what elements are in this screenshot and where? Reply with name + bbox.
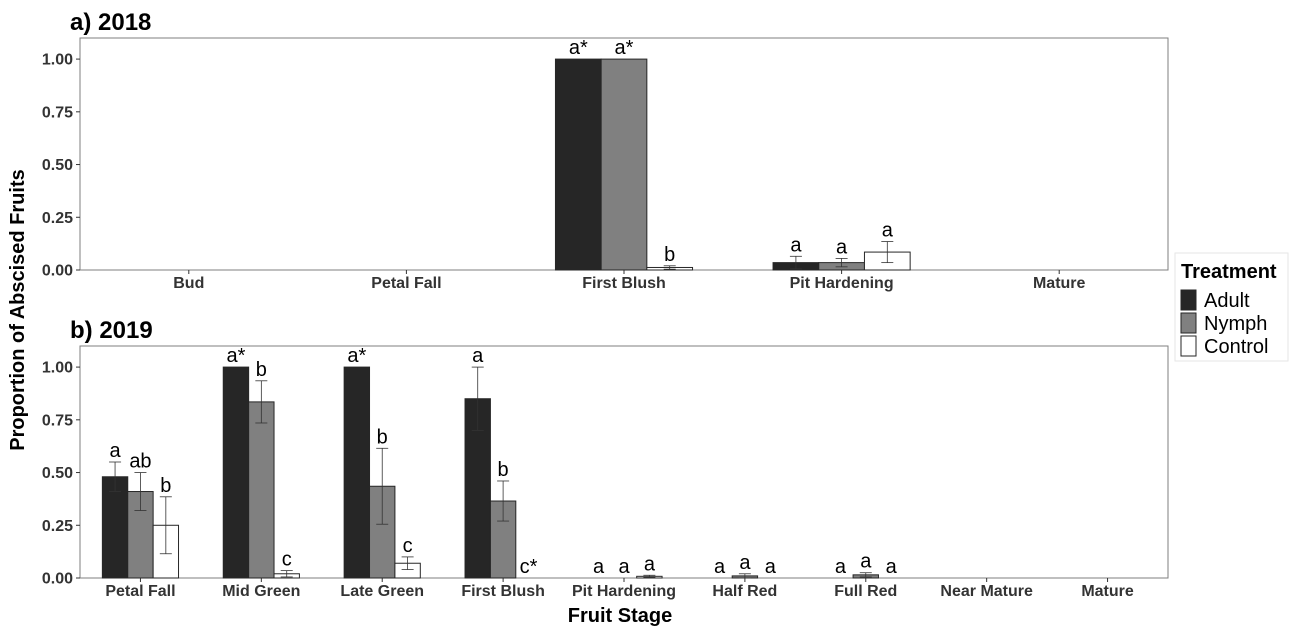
legend-swatch-adult bbox=[1180, 289, 1197, 311]
x-tick-label-b: Late Green bbox=[340, 583, 424, 600]
significance-label-b: a bbox=[860, 551, 872, 573]
y-tick-label-b: 0.50 bbox=[42, 465, 73, 482]
y-axis-title: Proportion of Abscised Fruits bbox=[7, 169, 29, 451]
significance-label-b: b bbox=[256, 359, 267, 381]
x-tick-label-b: First Blush bbox=[461, 583, 545, 600]
significance-label-a: a bbox=[882, 220, 894, 242]
legend-label-nymph: Nymph bbox=[1204, 313, 1267, 335]
significance-label-a: a bbox=[790, 234, 802, 256]
x-tick-label-b: Near Mature bbox=[940, 583, 1033, 600]
bar-nymph-b bbox=[248, 401, 275, 579]
x-tick-label-a: First Blush bbox=[582, 275, 666, 292]
x-tick-label-b: Petal Fall bbox=[105, 583, 175, 600]
x-tick-label-b: Half Red bbox=[712, 583, 777, 600]
legend-label-control: Control bbox=[1204, 336, 1268, 358]
y-tick-label-b: 1.00 bbox=[42, 360, 73, 377]
bar-adult-b bbox=[101, 476, 129, 579]
x-tick-label-b: Pit Hardening bbox=[572, 583, 676, 600]
bar-adult-b bbox=[222, 366, 250, 579]
significance-label-b: a bbox=[765, 556, 777, 578]
y-tick-label-b: 0.25 bbox=[42, 518, 73, 535]
significance-label-b: a* bbox=[226, 345, 245, 367]
significance-label-a: b bbox=[664, 244, 675, 266]
significance-label-b: a bbox=[714, 556, 726, 578]
significance-label-b: a bbox=[739, 552, 751, 574]
significance-label-b: c bbox=[403, 535, 413, 557]
x-axis-title: Fruit Stage bbox=[568, 605, 672, 627]
y-tick-label-b: 0.00 bbox=[42, 571, 73, 588]
legend-label-adult: Adult bbox=[1204, 290, 1250, 312]
y-tick-label-a: 0.75 bbox=[42, 104, 73, 121]
panel-a-title: a) 2018 bbox=[70, 9, 151, 36]
y-tick-label-b: 0.75 bbox=[42, 412, 73, 429]
legend-swatch-control bbox=[1180, 335, 1197, 357]
y-tick-label-a: 1.00 bbox=[42, 52, 73, 69]
significance-label-b: a bbox=[109, 440, 121, 462]
significance-label-b: a bbox=[593, 556, 605, 578]
y-tick-label-a: 0.00 bbox=[42, 263, 73, 280]
significance-label-a: a* bbox=[569, 37, 588, 59]
bar-adult-b bbox=[343, 366, 371, 579]
panel-b-title: b) 2019 bbox=[70, 317, 153, 344]
legend-title: Treatment bbox=[1181, 261, 1277, 283]
significance-label-b: b bbox=[498, 459, 509, 481]
x-tick-label-a: Petal Fall bbox=[371, 275, 441, 292]
significance-label-b: b bbox=[377, 426, 388, 448]
significance-label-b: a bbox=[472, 345, 484, 367]
panel-a-2018: 0.00 0.25 0.50 0.75 1.00 Bud Petal Fall First B… bbox=[42, 37, 1169, 292]
significance-label-b: b bbox=[160, 475, 171, 497]
y-tick-label-a: 0.25 bbox=[42, 210, 73, 227]
bar-adult-a bbox=[554, 58, 602, 271]
significance-label-b: a bbox=[618, 556, 630, 578]
x-tick-label-a: Bud bbox=[173, 275, 204, 292]
legend-swatch-nymph bbox=[1180, 312, 1197, 334]
significance-label-b: ab bbox=[129, 451, 151, 473]
x-tick-label-b: Mid Green bbox=[222, 583, 300, 600]
significance-label-b: a* bbox=[347, 345, 366, 367]
y-tick-label-a: 0.50 bbox=[42, 157, 73, 174]
x-tick-label-b: Mature bbox=[1081, 583, 1134, 600]
significance-label-a: a bbox=[836, 236, 848, 258]
x-tick-label-b: Full Red bbox=[834, 583, 897, 600]
x-tick-label-a: Pit Hardening bbox=[790, 275, 894, 292]
bar-nymph-a bbox=[600, 58, 648, 271]
significance-label-b: a bbox=[835, 556, 847, 578]
significance-label-b: c bbox=[282, 549, 292, 571]
significance-label-b: c* bbox=[520, 556, 538, 578]
x-tick-label-a: Mature bbox=[1033, 275, 1086, 292]
significance-label-b: a bbox=[886, 556, 898, 578]
significance-label-a: a* bbox=[615, 37, 634, 59]
significance-label-b: a bbox=[644, 553, 656, 575]
